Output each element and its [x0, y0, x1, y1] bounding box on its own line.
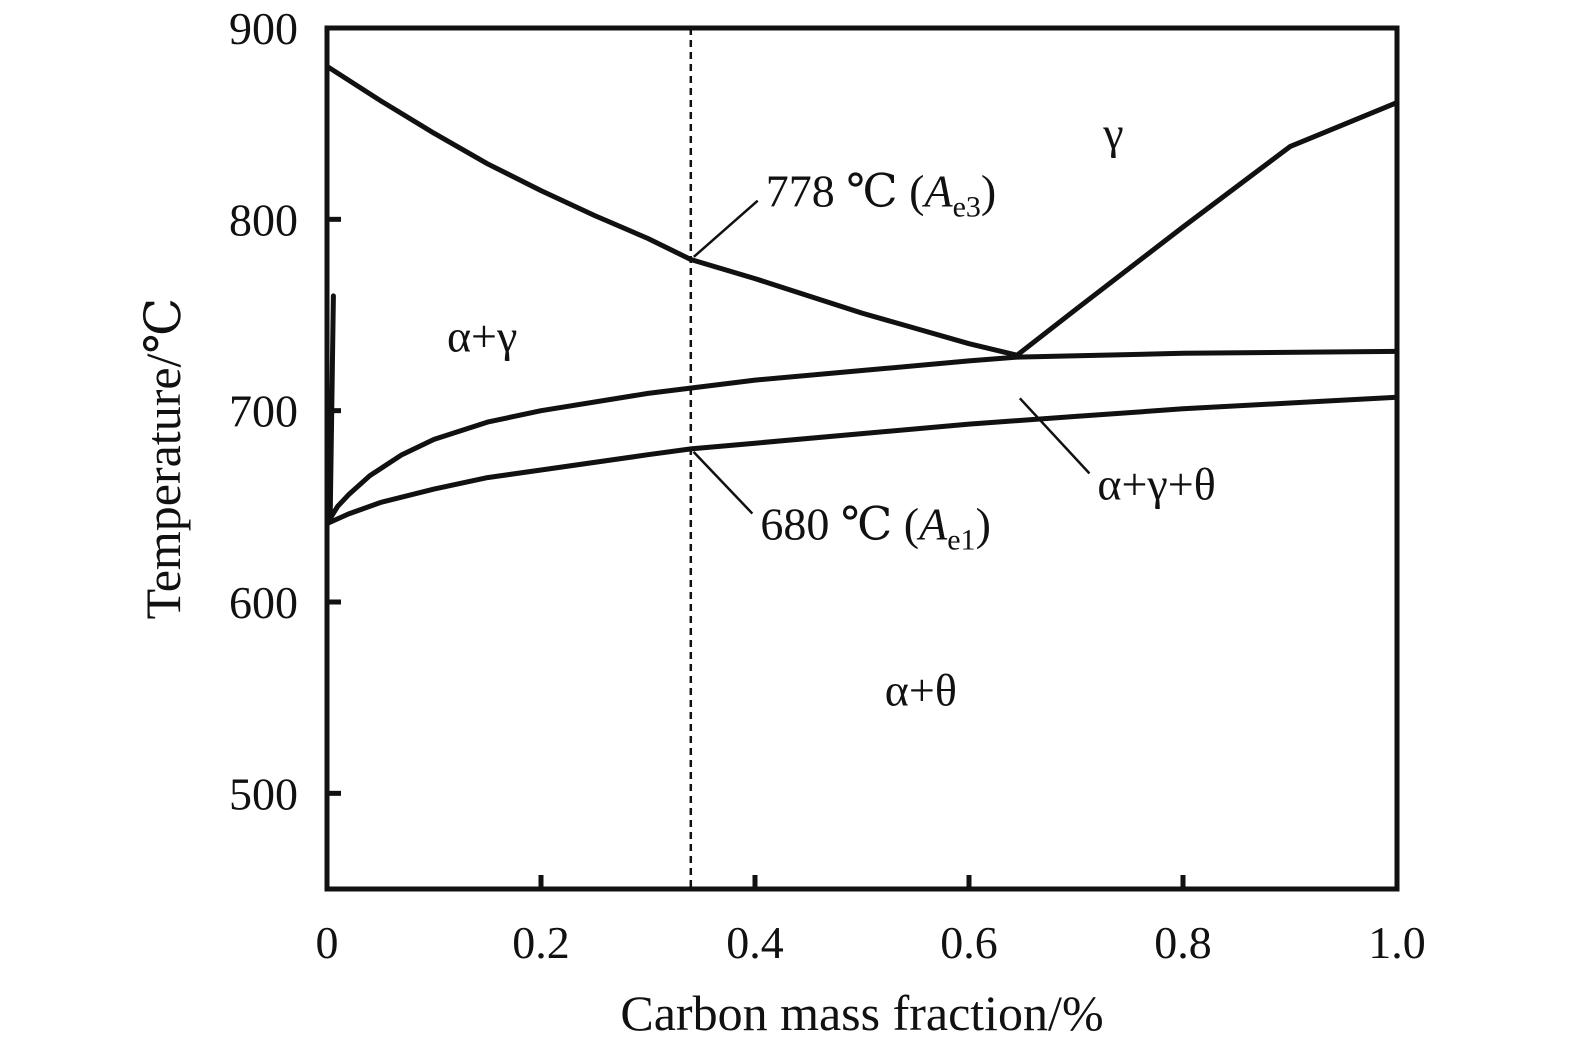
x-tick-label: 0 [316, 917, 339, 968]
annotation-value: 680 ℃ ( [760, 499, 919, 550]
x-tick-label: 0.8 [1154, 917, 1212, 968]
region-label: α+γ [447, 310, 517, 361]
x-tick-label: 0.2 [512, 917, 570, 968]
x-tick-label: 0.6 [940, 917, 998, 968]
annotations: 778 ℃ (Ae3)680 ℃ (Ae1)α+γ+θ [692, 166, 1216, 557]
y-tick-label: 700 [229, 386, 298, 437]
y-tick-label: 600 [229, 577, 298, 628]
plot-lines [324, 28, 1400, 889]
region-label: α+θ [885, 664, 957, 715]
annotation-subscript: e1 [947, 524, 975, 557]
annotation-subscript: e3 [953, 191, 981, 224]
y-tick-label: 900 [229, 3, 298, 54]
annotation-symbol: A [921, 166, 953, 217]
y-tick-label: 500 [229, 768, 298, 819]
y-tick-label: 800 [229, 194, 298, 245]
y-axis-ticks: 500 600 700 800 900 [229, 3, 341, 819]
annotation-close: ) [976, 499, 991, 550]
region-labels: γ α+γ α+θ [447, 108, 1124, 716]
series-line-1 [324, 63, 1020, 358]
region-label: γ [1102, 108, 1123, 159]
annotation-symbol: A [916, 499, 948, 550]
annotation-leader-line [1018, 397, 1091, 475]
annotation-label: 680 ℃ (Ae1) [760, 499, 991, 557]
annotation-value: α+γ+θ [1097, 458, 1215, 509]
plot-frame [324, 25, 1400, 892]
series-line-3 [324, 348, 1400, 527]
annotation-label: 778 ℃ (Ae3) [766, 166, 997, 224]
annotation-close: ) [981, 166, 996, 217]
x-axis-title: Carbon mass fraction/% [620, 985, 1103, 1041]
annotation-value: 778 ℃ ( [766, 166, 925, 217]
annotation-label: α+γ+θ [1097, 458, 1215, 509]
y-axis-title: Temperature/℃ [135, 298, 191, 620]
series-line-2 [1014, 100, 1400, 358]
annotation-leader-line [692, 450, 754, 515]
x-tick-label: 1.0 [1368, 917, 1426, 968]
annotation-leader-line [692, 199, 759, 258]
x-tick-label: 0.4 [726, 917, 784, 968]
